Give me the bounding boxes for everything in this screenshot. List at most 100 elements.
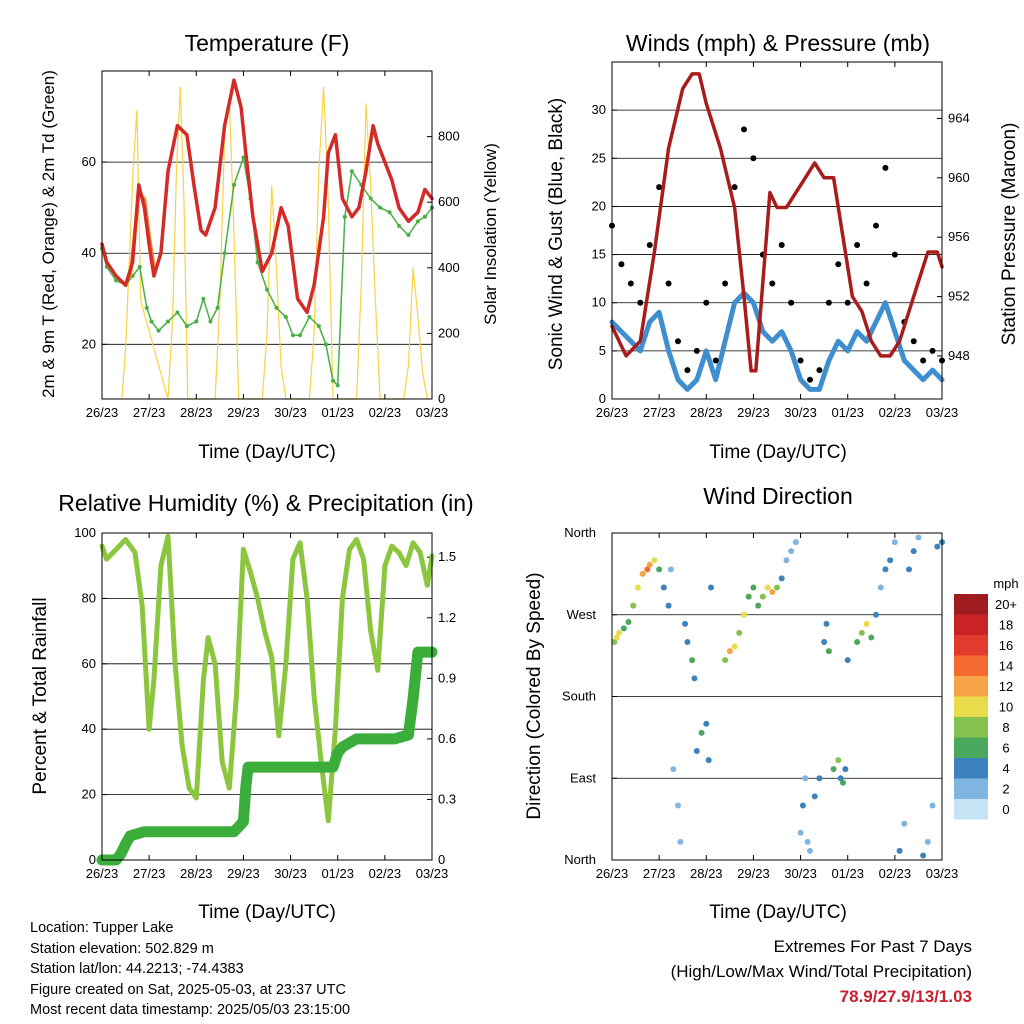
temperature-xtick-label: 03/23 xyxy=(416,405,449,420)
winds-y2tick-label: 964 xyxy=(948,110,970,125)
direction-point xyxy=(802,775,809,782)
extremes-line1: Extremes For Past 7 Days xyxy=(773,937,972,956)
gust-point xyxy=(741,126,747,133)
winds-y2tick-label: 952 xyxy=(948,289,970,304)
humidity-xtick-label: 03/23 xyxy=(416,866,449,881)
insolation-line xyxy=(121,86,428,400)
direction-point xyxy=(868,634,875,641)
direction-point xyxy=(858,629,865,636)
humidity-panel: Relative Humidity (%) & Precipitation (i… xyxy=(30,490,474,923)
direction-ytick-label: East xyxy=(570,770,596,785)
winds-plot: 0 5 10 15 20 25 30 948 952 956 960 964 26/23 27/23 28/… xyxy=(592,61,970,420)
temperature-xtick-label: 27/23 xyxy=(133,405,166,420)
winds-ytick-label: 15 xyxy=(592,247,606,262)
humidity-ytick-label: 20 xyxy=(82,787,96,802)
direction-point xyxy=(639,570,646,577)
direction-point xyxy=(873,611,879,618)
gust-point xyxy=(807,376,813,383)
direction-point xyxy=(769,589,776,596)
winds-xtick-label: 29/23 xyxy=(737,405,770,420)
gust-point xyxy=(722,280,729,287)
direction-xtick-label: 02/23 xyxy=(879,866,912,881)
gust-point xyxy=(778,241,785,248)
temperature-y2tick-label: 400 xyxy=(438,260,460,275)
legend-label: 10 xyxy=(999,700,1013,715)
direction-xtick-label: 29/23 xyxy=(737,866,770,881)
info-elevation: Station elevation: 502.829 m xyxy=(30,940,214,957)
winds-ytick-label: 10 xyxy=(592,295,606,310)
winds-ytick-label: 20 xyxy=(592,198,606,213)
gust-point xyxy=(656,184,663,191)
direction-point xyxy=(924,838,931,845)
direction-point xyxy=(634,584,641,591)
humidity-xlabel: Time (Day/UTC) xyxy=(198,902,336,923)
gust-point xyxy=(882,164,889,171)
legend-label: 6 xyxy=(1002,741,1009,756)
winds-ytick-label: 0 xyxy=(599,391,606,406)
direction-point xyxy=(915,534,922,541)
direction-point xyxy=(910,548,917,555)
temperature-xtick-label: 28/23 xyxy=(180,405,213,420)
winds-y2tick-label: 960 xyxy=(948,170,970,185)
direction-point xyxy=(759,593,766,600)
rh-line xyxy=(99,533,435,824)
winds-ytick-label: 5 xyxy=(599,343,606,358)
direction-point xyxy=(750,584,757,591)
winds-xtick-label: 28/23 xyxy=(690,405,723,420)
winds-ylabel-left: Sonic Wind & Gust (Blue, Black) xyxy=(546,98,567,370)
temperature-ytick-label: 20 xyxy=(82,336,96,351)
direction-point xyxy=(693,748,700,754)
direction-point xyxy=(799,802,806,809)
humidity-y2tick-label: 0.6 xyxy=(438,731,456,746)
temperature-y2tick-label: 800 xyxy=(438,129,460,144)
direction-point xyxy=(755,602,762,609)
legend-unit: mph xyxy=(993,576,1018,591)
gust-point xyxy=(863,280,870,287)
humidity-y2tick-label: 1.2 xyxy=(438,610,456,625)
direction-point xyxy=(920,852,927,859)
winds-xtick-label: 03/23 xyxy=(926,405,959,420)
humidity-y2tick-label: 0.3 xyxy=(438,791,456,806)
humidity-xtick-label: 02/23 xyxy=(369,866,402,881)
humidity-y2tick-label: 1.5 xyxy=(438,549,456,564)
direction-point xyxy=(745,593,752,600)
direction-point xyxy=(630,602,637,609)
direction-point xyxy=(611,639,618,645)
humidity-ytick-label: 60 xyxy=(82,656,96,671)
gust-point xyxy=(693,347,700,354)
winds-xtick-label: 27/23 xyxy=(643,405,676,420)
direction-xtick-label: 27/23 xyxy=(643,866,676,881)
info-latlon: Station lat/lon: 44.2213; -74.4383 xyxy=(30,961,244,977)
temperature-y2tick-label: 600 xyxy=(438,194,460,209)
legend-label: 8 xyxy=(1002,720,1009,735)
direction-point xyxy=(863,620,870,627)
direction-point xyxy=(660,584,667,591)
winds-frame xyxy=(611,61,943,400)
direction-point xyxy=(788,548,795,555)
legend-label: 14 xyxy=(999,659,1013,674)
direction-xtick-label: 03/23 xyxy=(926,866,959,881)
direction-point xyxy=(891,539,898,546)
direction-point xyxy=(665,602,672,609)
temperature-ytick-label: 60 xyxy=(82,154,96,169)
direction-ytick-label: West xyxy=(567,607,597,622)
extremes-values: 78.9/27.9/13/1.03 xyxy=(839,987,972,1006)
direction-point xyxy=(877,584,884,591)
humidity-xtick-label: 30/23 xyxy=(274,866,307,881)
direction-ytick-label: North xyxy=(564,525,596,540)
direction-point xyxy=(778,575,785,582)
gust-point xyxy=(637,299,644,306)
gust-point xyxy=(627,280,634,287)
direction-point xyxy=(823,620,830,627)
temperature-title: Temperature (F) xyxy=(185,30,350,56)
direction-point xyxy=(691,675,698,682)
direction-xtick-label: 01/23 xyxy=(831,866,864,881)
direction-point xyxy=(844,657,851,664)
direction-point xyxy=(616,629,623,636)
gust-point xyxy=(675,338,681,345)
winds-ytick-label: 25 xyxy=(592,150,606,165)
direction-title: Wind Direction xyxy=(703,483,853,509)
temperature-ylabel-right: Solar Insolation (Yellow) xyxy=(481,143,500,325)
